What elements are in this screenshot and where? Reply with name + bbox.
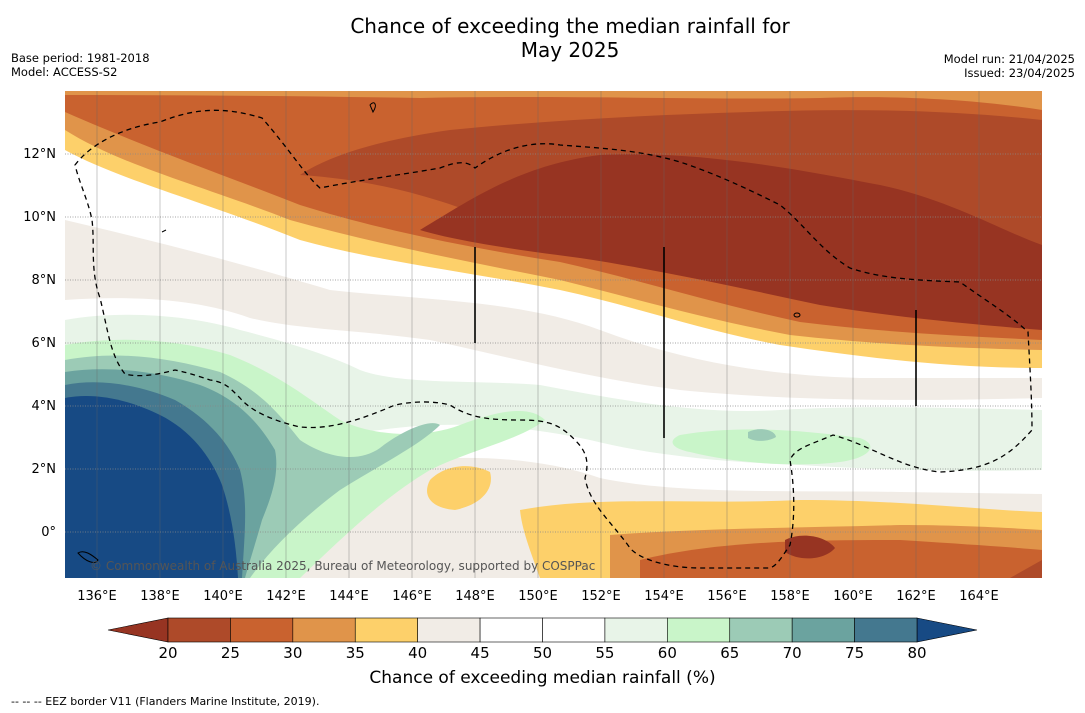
title-line-2: May 2025 [520,38,620,62]
lat-label: 10°N [23,210,56,225]
issued-date: Issued: 23/04/2025 [964,66,1075,80]
colorbar-segment [292,617,356,643]
boundary-lines [474,247,917,438]
contour-under-20-blob [785,535,835,559]
colorbar-tick-label: 75 [845,644,864,662]
lon-label: 154°E [644,589,684,604]
lon-label: 148°E [455,589,495,604]
colorbar-segment [791,617,855,643]
model-run: Model run: 21/04/2025 [943,52,1075,66]
lat-label: 8°N [32,273,57,288]
lat-label: 12°N [23,147,56,162]
contour-40-45 [65,220,1042,400]
model-name: Model: ACCESS-S2 [11,65,118,79]
contour-60-65-east [672,429,871,465]
lon-label: 142°E [266,589,306,604]
colorbar-segment [604,617,668,643]
lon-label: 136°E [77,589,117,604]
contour-20-25-south [1010,560,1042,578]
lon-label: 144°E [329,589,369,604]
copyright-text: © Commonwealth of Australia 2025, Bureau… [90,559,595,573]
latitude-labels: 12°N 10°N 8°N 6°N 4°N 2°N 0° [23,147,56,540]
meta-left: Base period: 1981-2018 Model: ACCESS-S2 [11,51,150,79]
colorbar-segment [479,617,543,643]
colorbar-tick-label: 65 [720,644,739,662]
colorbar-tick-label: 60 [658,644,677,662]
colorbar-segment [542,617,606,643]
lon-label: 152°E [581,589,621,604]
lat-label: 6°N [32,336,57,351]
lon-label: 158°E [770,589,810,604]
graticule [65,153,1042,533]
colorbar-tick-label: 35 [346,644,365,662]
colorbar-segment [667,617,731,643]
colorbar-tick-label: 30 [283,644,302,662]
lon-label: 160°E [833,589,873,604]
colorbar-segment [729,617,793,643]
colorbar-tick-label: 55 [595,644,614,662]
colorbar-over-arrow [916,617,978,643]
colorbar-tick-label: 45 [471,644,490,662]
lon-label: 146°E [392,589,432,604]
islands [77,102,801,563]
colorbar-label: Chance of exceeding median rainfall (%) [369,668,716,688]
contour-65-70-east [748,429,776,441]
eez-footnote: -- -- -- EEZ border V11 (Flanders Marine… [11,695,320,708]
colorbar: 20 25 30 35 40 45 50 55 60 65 70 75 80 [107,617,978,662]
lat-label: 2°N [32,462,57,477]
meta-right: Model run: 21/04/2025 Issued: 23/04/2025 [944,52,1075,80]
title-line-1: Chance of exceeding the median rainfall … [350,14,790,38]
colorbar-tick-label: 70 [783,644,802,662]
colorbar-under-arrow [107,617,169,643]
colorbar-segment [167,617,231,643]
colorbar-segments [167,617,918,643]
lon-label: 140°E [203,589,243,604]
colorbar-segment [354,617,418,643]
colorbar-tick-label: 50 [533,644,552,662]
map-title: Chance of exceeding the median rainfall … [0,14,1085,62]
map-panel: © Commonwealth of Australia 2025, Bureau… [65,91,1042,578]
lon-label: 164°E [959,589,999,604]
colorbar-segment [230,617,294,643]
contour-under-20 [420,154,1042,330]
lat-label: 0° [41,525,56,540]
lon-label: 138°E [140,589,180,604]
lon-label: 150°E [518,589,558,604]
eez-borders [74,109,1033,569]
base-period: Base period: 1981-2018 [11,51,150,65]
colorbar-segment [417,617,481,643]
colorbar-tick-label: 40 [408,644,427,662]
contour-over-80 [65,395,238,578]
lat-label: 4°N [32,399,57,414]
colorbar-tick-label: 80 [907,644,926,662]
lon-label: 156°E [707,589,747,604]
colorbar-tick-label: 20 [158,644,177,662]
colorbar-ticks: 20 25 30 35 40 45 50 55 60 65 70 75 80 [158,644,926,662]
longitude-labels: 136°E 138°E 140°E 142°E 144°E 146°E 148°… [77,589,999,604]
lon-label: 162°E [896,589,936,604]
colorbar-segment [854,617,918,643]
colorbar-tick-label: 25 [221,644,240,662]
